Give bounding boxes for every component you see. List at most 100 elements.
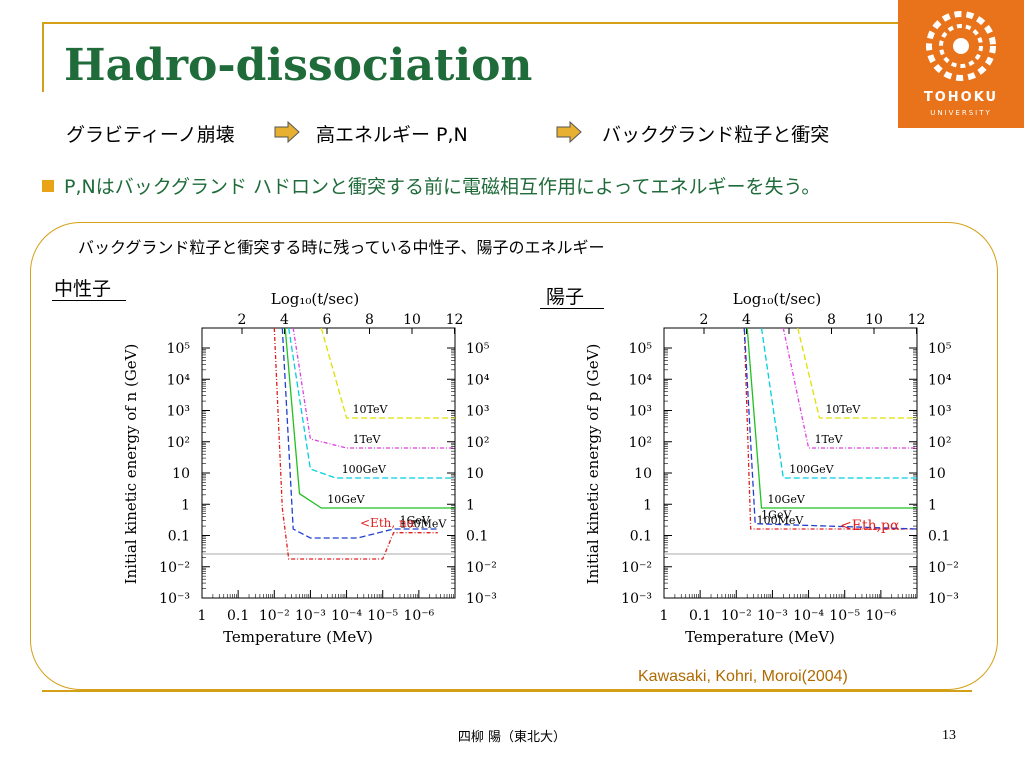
series-line-10TeV [797, 327, 917, 419]
y-tick-label: 10⁴ [466, 372, 490, 388]
y-tick-label: 10⁵ [629, 341, 653, 357]
y-tick-label: 1 [466, 497, 475, 513]
bullet-text: P,Nはバックグランド ハドロンと衝突する前に電磁相互作用によってエネルギーを失… [64, 176, 821, 198]
x-tick-label: 10⁻⁴ [793, 608, 824, 624]
top-ticks: 2 4 6 8 10 12 [238, 312, 463, 334]
top-tick-label: 2 [238, 312, 247, 328]
neutron-label: 中性子 [54, 278, 112, 300]
top-tick-label: 6 [323, 312, 332, 328]
series-line-1TeV [782, 327, 917, 449]
y-tick-label: 10⁻³ [466, 591, 497, 607]
y-tick-label: 10⁴ [167, 372, 191, 388]
x-tick-label: 0.1 [689, 608, 711, 624]
y-tick-label: 10⁻³ [159, 591, 190, 607]
y-tick-label: 0.1 [630, 529, 652, 545]
top-tick-label: 4 [280, 312, 289, 328]
series-line-100GeV [288, 327, 455, 479]
top-tick-label: 4 [742, 312, 751, 328]
y-tick-label: 0.1 [466, 529, 488, 545]
series-line-10GeV [284, 327, 455, 509]
threshold-label: <Eth,pα [840, 518, 900, 534]
y-tick-label: 10² [629, 435, 652, 451]
y-axis-label: Initial kinetic energy of n (GeV) [122, 344, 140, 585]
slide-title: Hadro-dissociation [64, 40, 533, 91]
threshold-label: <Eth, nα [360, 516, 415, 530]
logo-emblem-icon [926, 11, 996, 81]
y-tick-label: 10⁻³ [928, 591, 959, 607]
y-tick-label: 10⁻³ [621, 591, 652, 607]
y-tick-label: 1 [181, 497, 190, 513]
y-tick-label: 10 [928, 466, 946, 482]
arrow-right-icon [556, 121, 582, 143]
top-tick-label: 8 [827, 312, 836, 328]
flow-step-3: バックグランド粒子と衝突 [602, 124, 830, 146]
logo-sub: UNIVERSITY [930, 109, 992, 117]
footer-rule [42, 690, 972, 692]
y-tick-label: 1 [643, 497, 652, 513]
series-line-1GeV [281, 327, 438, 539]
y-tick-labels-right: 10⁻³ 10⁻² 0.1 1 10 10² 10³ 10⁴ 10⁵ [928, 341, 959, 607]
tohoku-logo: TOHOKU UNIVERSITY [898, 0, 1024, 128]
y-tick-label: 10³ [629, 404, 652, 420]
series-line-1GeV [743, 327, 918, 530]
top-tick-label: 6 [785, 312, 794, 328]
x-tick-labels: 1 0.1 10⁻² 10⁻³ 10⁻⁴ 10⁻⁵ 10⁻⁶ [198, 608, 435, 624]
top-axis-label: Log₁₀(t/sec) [271, 290, 359, 308]
citation: Kawasaki, Kohri, Moroi(2004) [638, 668, 848, 685]
top-tick-label: 12 [908, 312, 926, 328]
top-axis-label: Log₁₀(t/sec) [733, 290, 821, 308]
top-tick-label: 10 [865, 312, 883, 328]
series-label-10GeV: 10GeV [768, 493, 806, 506]
x-tick-label: 10⁻⁶ [865, 608, 896, 624]
series-line-1TeV [292, 327, 455, 449]
x-tick-label: 0.1 [227, 608, 249, 624]
series-label-1GeV: 1GeV [761, 509, 792, 522]
y-tick-label: 10⁴ [928, 372, 952, 388]
y-tick-label: 0.1 [928, 529, 950, 545]
y-tick-label: 10⁻² [928, 560, 959, 576]
x-tick-labels: 1 0.1 10⁻² 10⁻³ 10⁻⁴ 10⁻⁵ 10⁻⁶ [660, 608, 897, 624]
series-line-100MeV [273, 327, 438, 560]
y-tick-labels-left: 10⁻³ 10⁻² 0.1 1 10 10² 10³ 10⁴ 10⁵ [159, 341, 190, 607]
y-tick-label: 10³ [167, 404, 190, 420]
top-tick-label: 10 [403, 312, 421, 328]
y-tick-label: 10³ [466, 404, 489, 420]
series-label-100GeV: 100GeV [789, 463, 834, 476]
y-tick-label: 10³ [928, 404, 951, 420]
y-tick-label: 10² [466, 435, 489, 451]
title-top-rule [42, 22, 902, 24]
x-tick-label: 10⁻⁵ [829, 608, 860, 624]
footer-author: 四柳 陽（東北大） [457, 730, 567, 745]
series-line-10GeV [746, 327, 917, 509]
series-label-1TeV: 1TeV [353, 433, 382, 446]
axis-ticks [663, 347, 917, 599]
y-tick-label: 10⁴ [629, 372, 653, 388]
top-ticks: 2 4 6 8 10 12 [700, 312, 926, 334]
x-tick-label: 10⁻⁴ [331, 608, 362, 624]
x-axis-label: Temperature (MeV) [223, 628, 373, 646]
series-line-100GeV [760, 327, 917, 479]
series-label-10TeV: 10TeV [353, 403, 389, 416]
figure-panel [30, 222, 998, 690]
series-label-1GeV: 1GeV [400, 514, 431, 527]
proton-energy-chart: Log₁₀(t/sec) 2 4 6 8 10 12 10⁻³ 10⁻² 0.1 1 10 10² 1… [584, 290, 959, 646]
neutron-underline [52, 300, 126, 301]
logo-name: TOHOKU [923, 90, 999, 105]
x-tick-label: 10⁻³ [295, 608, 326, 624]
axis-ticks [201, 347, 455, 599]
top-tick-label: 8 [365, 312, 374, 328]
y-tick-labels-right: 10⁻³ 10⁻² 0.1 1 10 10² 10³ 10⁴ 10⁵ [466, 341, 497, 607]
series-line-100MeV [743, 327, 917, 530]
y-tick-labels-left: 10⁻³ 10⁻² 0.1 1 10 10² 10³ 10⁴ 10⁵ [621, 341, 652, 607]
y-tick-label: 10² [167, 435, 190, 451]
top-tick-label: 2 [700, 312, 709, 328]
x-tick-label: 1 [660, 608, 669, 624]
x-tick-label: 10⁻⁶ [403, 608, 434, 624]
bullet-square-icon [42, 180, 54, 192]
y-tick-label: 10⁵ [928, 341, 952, 357]
y-tick-label: 10⁻² [466, 560, 497, 576]
y-axis-label: Initial kinetic energy of p (GeV) [584, 344, 602, 585]
title-left-rule [42, 22, 44, 92]
